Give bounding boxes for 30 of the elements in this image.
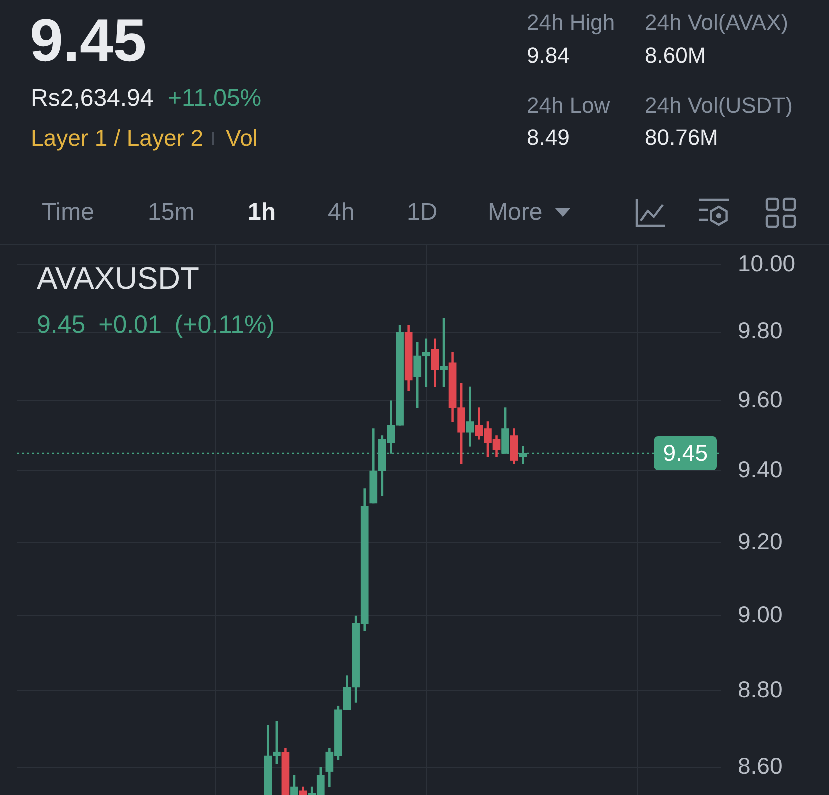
text: 8.49 <box>527 125 570 150</box>
y-tick-label: 8.80 <box>738 676 783 702</box>
text: 9.45 +0.01 (+0.11%) <box>37 310 276 338</box>
text: 24h Low <box>527 93 610 118</box>
text: 8.60M <box>645 43 706 68</box>
text: More <box>488 199 543 226</box>
y-tick-label: 9.00 <box>738 602 783 628</box>
text: Vol <box>226 124 258 150</box>
text: 4h <box>328 199 355 226</box>
text: Layer 1 / Layer 2 <box>31 124 204 150</box>
text: 1h <box>248 199 276 226</box>
text: 24h Vol(AVAX) <box>645 10 788 35</box>
text: 9.84 <box>527 43 570 68</box>
ref-line-label: 9.45 <box>663 440 708 466</box>
text: 24h High <box>527 10 616 35</box>
text: 15m <box>148 199 195 226</box>
text: AVAXUSDT <box>37 260 200 296</box>
text: 24h Vol(USDT) <box>645 93 793 118</box>
y-tick-label: 9.80 <box>738 318 783 344</box>
y-tick-label: 9.20 <box>738 528 783 554</box>
text: 9.45 <box>30 7 147 74</box>
y-tick-label: 10.00 <box>738 250 796 276</box>
text: 80.76M <box>645 125 718 150</box>
y-tick-label: 9.60 <box>738 386 783 412</box>
text: +11.05% <box>168 85 262 112</box>
y-tick-label: 9.40 <box>738 456 783 483</box>
text: Rs2,634.94 <box>31 85 154 112</box>
text: 1D <box>407 199 438 226</box>
text: Time <box>42 199 94 226</box>
y-tick-label: 8.60 <box>738 753 783 780</box>
